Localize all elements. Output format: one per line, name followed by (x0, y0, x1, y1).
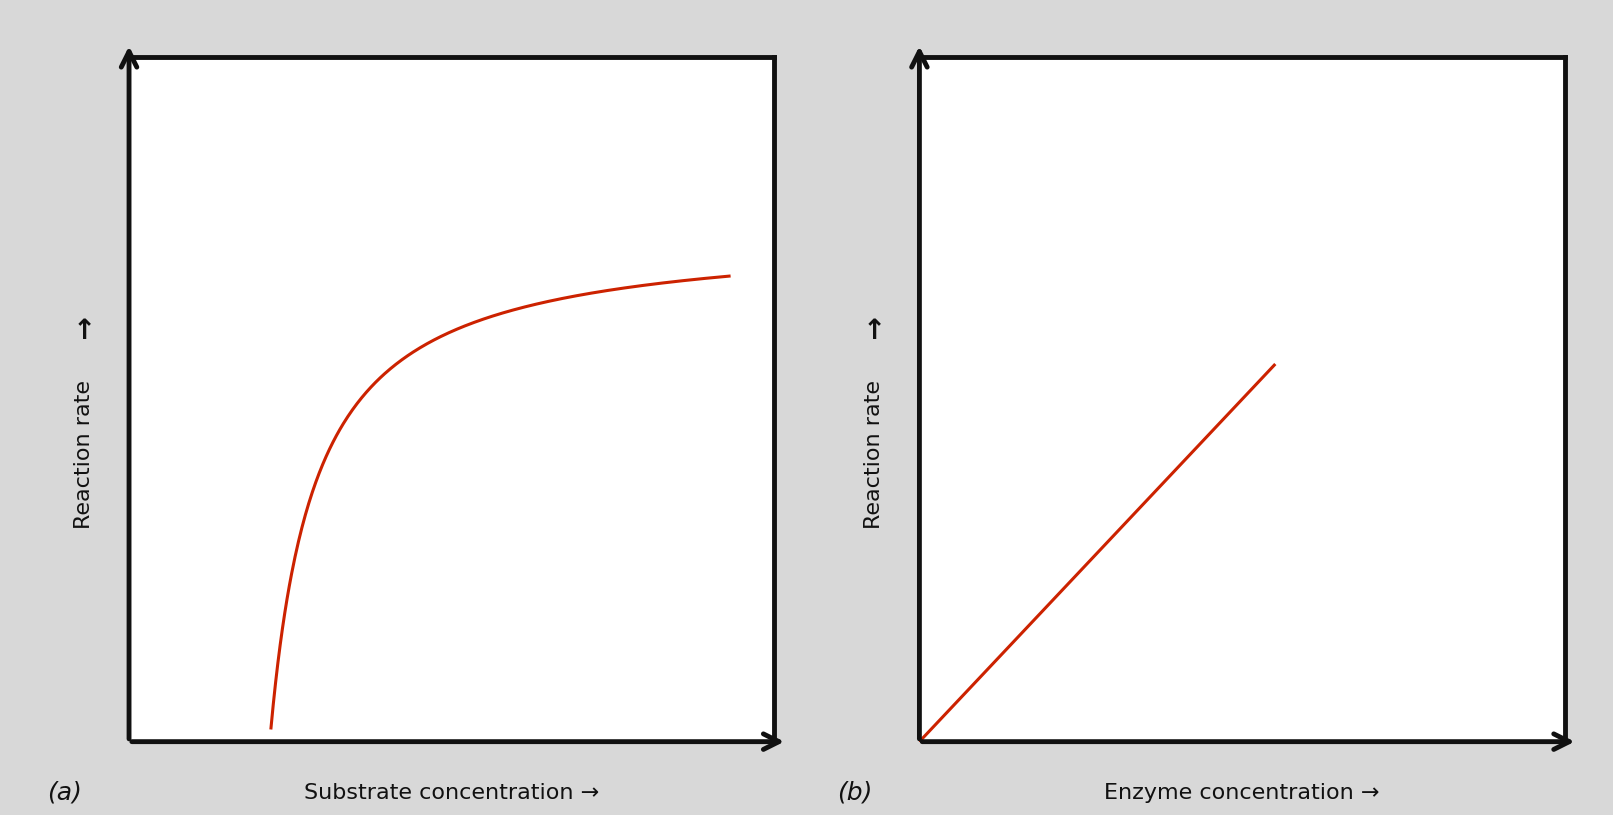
Text: Enzyme concentration →: Enzyme concentration → (1105, 783, 1379, 803)
Text: Reaction rate: Reaction rate (865, 380, 884, 529)
Text: (a): (a) (47, 781, 82, 805)
Text: ↑: ↑ (863, 317, 886, 345)
Text: (b): (b) (837, 781, 873, 805)
Text: Reaction rate: Reaction rate (74, 380, 94, 529)
Text: Substrate concentration →: Substrate concentration → (303, 783, 600, 803)
Text: ↑: ↑ (73, 317, 95, 345)
